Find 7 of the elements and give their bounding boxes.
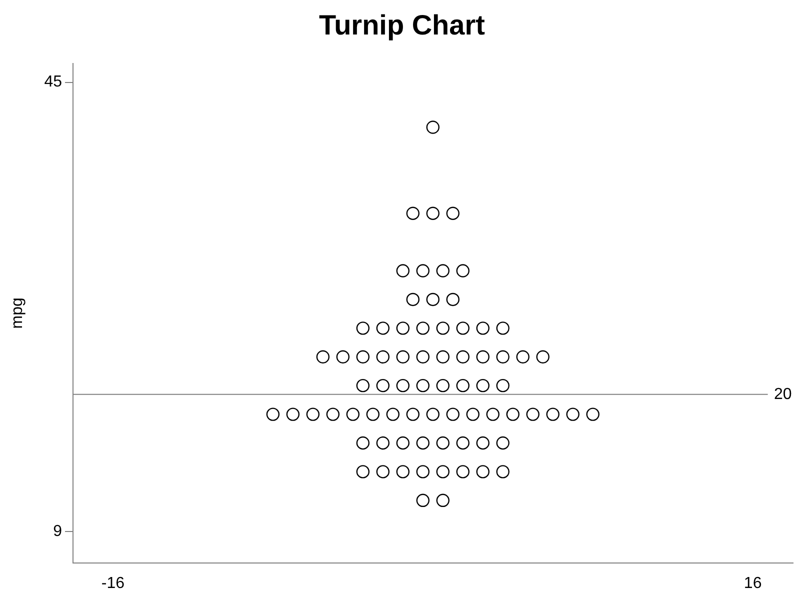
x-tick-label: 16 bbox=[744, 574, 762, 592]
ref-line-label: 20 bbox=[774, 386, 792, 404]
x-tick-label: -16 bbox=[101, 574, 125, 592]
chart-title: Turnip Chart bbox=[319, 10, 485, 41]
y-axis-title: mpg bbox=[9, 298, 26, 329]
y-tick-label: 45 bbox=[44, 74, 62, 91]
y-tick-label: 9 bbox=[53, 523, 62, 540]
